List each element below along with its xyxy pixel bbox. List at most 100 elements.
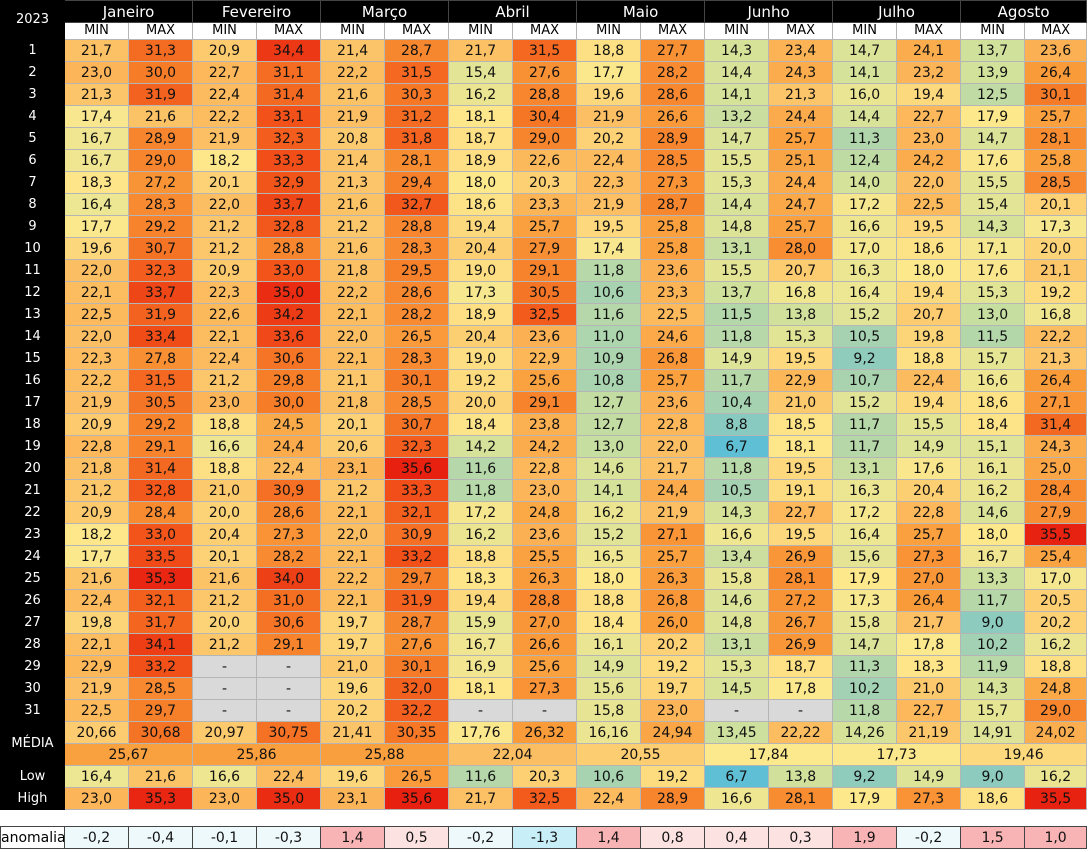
temp-cell[interactable]: 23,0 (896, 127, 962, 150)
temp-cell[interactable]: 20,0 (192, 611, 258, 634)
temp-cell[interactable]: 19,4 (448, 215, 514, 238)
temp-cell[interactable]: 21,4 (320, 149, 386, 172)
month-average-cell[interactable]: 25,86 (192, 743, 322, 766)
temp-cell[interactable]: 21,9 (576, 105, 642, 128)
temp-cell[interactable]: 14,0 (832, 171, 898, 194)
temp-cell[interactable]: 28,2 (640, 61, 706, 84)
temp-cell[interactable]: 22,0 (320, 523, 386, 546)
temp-cell[interactable]: 26,9 (768, 633, 834, 656)
temp-cell[interactable]: 26,4 (1024, 61, 1088, 84)
media-cell[interactable]: 22,22 (768, 721, 834, 744)
month-header-7[interactable]: Julho (832, 0, 962, 23)
temp-cell[interactable]: 22,4 (576, 149, 642, 172)
temp-cell[interactable]: - (256, 677, 322, 700)
temp-cell[interactable]: 17,0 (1024, 567, 1088, 590)
day-label[interactable]: 30 (0, 677, 65, 700)
temp-cell[interactable]: 16,4 (832, 523, 898, 546)
temp-cell[interactable]: 22,7 (768, 501, 834, 524)
temp-cell[interactable]: 22,0 (64, 325, 129, 348)
temp-cell[interactable]: 21,2 (192, 237, 258, 260)
temp-cell[interactable]: 10,9 (576, 347, 642, 370)
low-cell[interactable]: 6,7 (704, 765, 770, 788)
temp-cell[interactable]: - (192, 699, 258, 722)
temp-cell[interactable]: 22,2 (1024, 325, 1088, 348)
temp-cell[interactable]: 16,7 (448, 633, 514, 656)
temp-cell[interactable]: 28,5 (127, 677, 194, 700)
day-label[interactable]: 16 (0, 369, 65, 392)
temp-cell[interactable]: 33,7 (127, 281, 194, 304)
temp-cell[interactable]: 30,1 (384, 655, 450, 678)
anomalia-cell[interactable]: 0,3 (768, 826, 834, 849)
temp-cell[interactable]: 18,3 (896, 655, 962, 678)
temp-cell[interactable]: - (768, 699, 834, 722)
temp-cell[interactable]: 17,3 (1024, 215, 1088, 238)
temp-cell[interactable]: 27,3 (640, 171, 706, 194)
temp-cell[interactable]: 19,2 (640, 655, 706, 678)
temp-cell[interactable]: 21,2 (192, 633, 258, 656)
temp-cell[interactable]: 18,9 (448, 149, 514, 172)
temp-cell[interactable]: 24,8 (1024, 677, 1088, 700)
temp-cell[interactable]: 11,7 (832, 435, 898, 458)
day-label[interactable]: 12 (0, 281, 65, 304)
temp-cell[interactable]: 17,2 (832, 193, 898, 216)
temp-cell[interactable]: 20,4 (448, 325, 514, 348)
temp-cell[interactable]: 27,1 (640, 523, 706, 546)
low-cell[interactable]: 22,4 (256, 765, 322, 788)
temp-cell[interactable]: 22,0 (192, 193, 258, 216)
temp-cell[interactable]: 27,7 (640, 39, 706, 62)
temp-cell[interactable]: - (192, 677, 258, 700)
temp-cell[interactable]: 17,4 (576, 237, 642, 260)
temp-cell[interactable]: 31,4 (1024, 413, 1088, 436)
temp-cell[interactable]: 12,4 (832, 149, 898, 172)
temp-cell[interactable]: 28,1 (1024, 127, 1088, 150)
temp-cell[interactable]: 33,1 (256, 105, 322, 128)
temp-cell[interactable]: 30,7 (127, 237, 194, 260)
temp-cell[interactable]: 16,3 (832, 259, 898, 282)
day-label[interactable]: 7 (0, 171, 65, 194)
temp-cell[interactable]: 34,4 (256, 39, 322, 62)
temp-cell[interactable]: 22,4 (64, 589, 129, 612)
temp-cell[interactable]: 28,3 (127, 193, 194, 216)
low-cell[interactable]: 16,6 (192, 765, 258, 788)
temp-cell[interactable]: 22,1 (320, 589, 386, 612)
temp-cell[interactable]: 29,7 (127, 699, 194, 722)
temp-cell[interactable]: 28,7 (640, 193, 706, 216)
max-header[interactable]: MAX (1024, 22, 1088, 40)
temp-cell[interactable]: 24,2 (896, 149, 962, 172)
temp-cell[interactable]: 33,7 (256, 193, 322, 216)
temp-cell[interactable]: 15,2 (832, 303, 898, 326)
temp-cell[interactable]: 33,3 (256, 149, 322, 172)
temp-cell[interactable]: 21,9 (192, 127, 258, 150)
temp-cell[interactable]: 24,6 (640, 325, 706, 348)
temp-cell[interactable]: 14,2 (448, 435, 514, 458)
temp-cell[interactable]: 21,2 (192, 369, 258, 392)
high-cell[interactable]: 23,1 (320, 787, 386, 810)
temp-cell[interactable]: 9,2 (832, 347, 898, 370)
temp-cell[interactable]: 33,6 (256, 325, 322, 348)
temp-cell[interactable]: 18,0 (448, 171, 514, 194)
temp-cell[interactable]: 22,4 (896, 369, 962, 392)
low-cell[interactable]: 19,2 (640, 765, 706, 788)
temp-cell[interactable]: 11,8 (448, 479, 514, 502)
temp-cell[interactable]: 13,3 (960, 567, 1026, 590)
temp-cell[interactable]: 21,6 (127, 105, 194, 128)
temp-cell[interactable]: 17,7 (576, 61, 642, 84)
temp-cell[interactable]: 34,2 (256, 303, 322, 326)
temp-cell[interactable]: 35,3 (127, 567, 194, 590)
temp-cell[interactable]: 32,7 (384, 193, 450, 216)
max-header[interactable]: MAX (640, 22, 706, 40)
temp-cell[interactable]: 18,1 (768, 435, 834, 458)
temp-cell[interactable]: 18,8 (576, 39, 642, 62)
temp-cell[interactable]: 18,9 (448, 303, 514, 326)
media-cell[interactable]: 24,94 (640, 721, 706, 744)
temp-cell[interactable]: 19,5 (896, 215, 962, 238)
day-label[interactable]: 31 (0, 699, 65, 722)
temp-cell[interactable]: 22,9 (768, 369, 834, 392)
temp-cell[interactable]: 32,3 (127, 259, 194, 282)
max-header[interactable]: MAX (768, 22, 834, 40)
low-cell[interactable]: 19,6 (320, 765, 386, 788)
high-cell[interactable]: 35,5 (1024, 787, 1088, 810)
temp-cell[interactable]: 12,7 (576, 413, 642, 436)
temp-cell[interactable]: 33,4 (127, 325, 194, 348)
temp-cell[interactable]: 23,2 (896, 61, 962, 84)
